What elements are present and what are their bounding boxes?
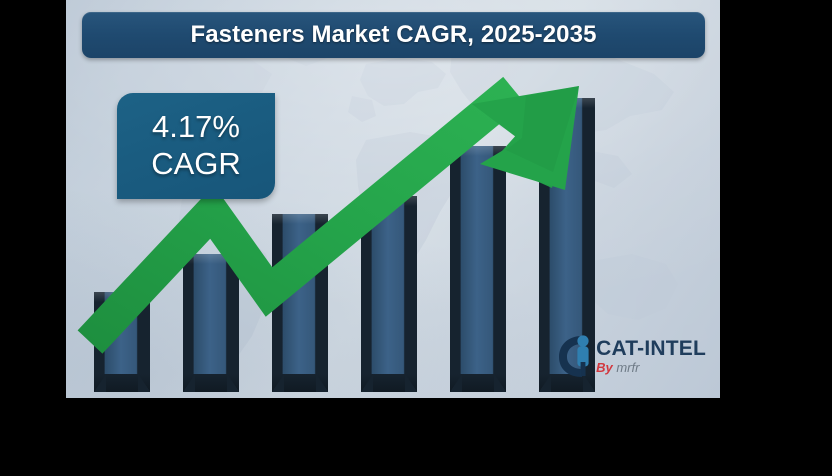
cagr-value: 4.17% <box>152 109 240 145</box>
infographic-card: 4.17% CAGR Fasteners Market CAGR, 2025-2… <box>66 0 720 398</box>
page-title: Fasteners Market CAGR, 2025-2035 <box>190 21 597 48</box>
chart-bar <box>361 196 417 392</box>
logo-subtitle: By mrfr <box>596 361 639 374</box>
logo-by-text: By <box>596 360 613 375</box>
chart-bar <box>94 292 150 392</box>
cat-intel-logo-icon <box>559 335 589 377</box>
chart-bar <box>272 214 328 392</box>
logo-name: CAT-INTEL <box>596 337 706 360</box>
title-bar: Fasteners Market CAGR, 2025-2035 <box>82 12 705 58</box>
chart-bar <box>183 254 239 392</box>
cagr-badge: 4.17% CAGR <box>117 93 275 199</box>
brand-logo[interactable]: CAT-INTEL By mrfr <box>556 328 706 384</box>
logo-brand-text: mrfr <box>616 360 640 375</box>
cagr-label: CAGR <box>151 146 241 181</box>
chart-bar <box>450 146 506 392</box>
